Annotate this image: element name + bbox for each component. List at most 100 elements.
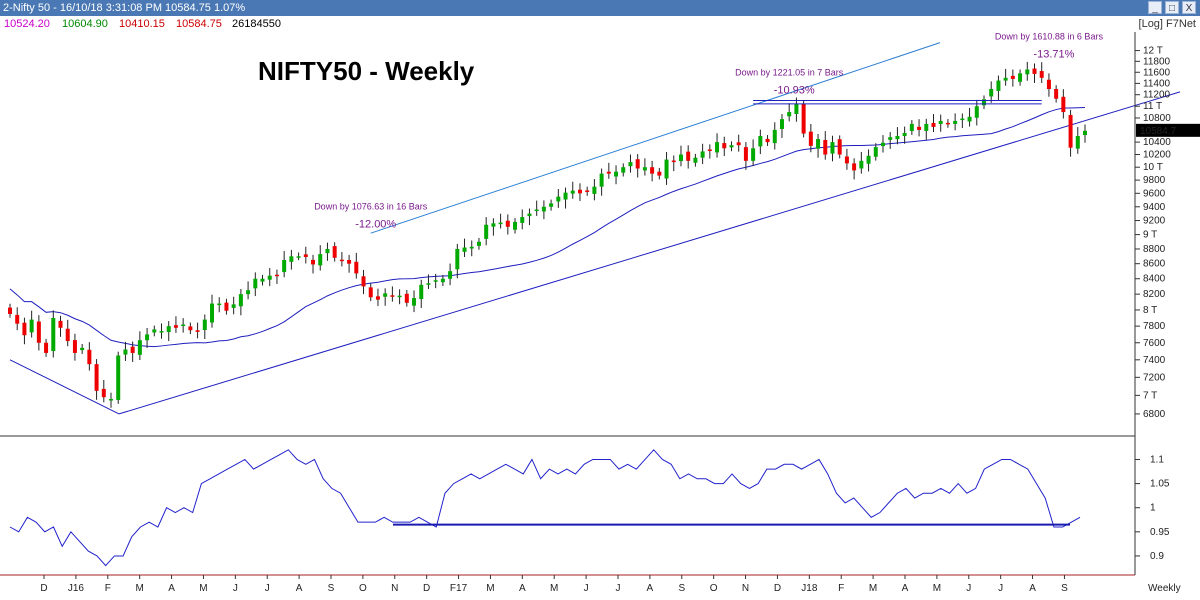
x-tick-label: D [40,583,47,594]
candle [397,289,402,305]
candle-body-up [830,142,835,154]
x-tick-label: A [296,583,303,594]
x-tick-label: D [774,583,781,594]
candle-body-down [130,346,135,353]
drawdown-percent: -13.71% [1033,49,1074,61]
indicator-tick-label: 1.05 [1150,479,1170,490]
candle-body-down [375,296,380,300]
price-tick-label: 7600 [1143,338,1166,349]
candle [909,120,914,135]
price-tick-label: 6800 [1143,409,1166,420]
candle-body-up [426,283,431,285]
candle-body-up [888,137,893,140]
candle-body-down [390,295,395,297]
candle [1032,63,1037,83]
candle-body-down [837,139,842,155]
maximize-button[interactable]: □ [1165,1,1179,14]
candle-body-down [36,321,41,343]
candle-body-up [1025,69,1030,75]
candle [145,328,150,348]
candle-body-up [549,203,554,207]
candle [152,325,157,337]
candle-body-up [469,246,474,249]
candle-body-up [383,293,388,297]
x-tick-label: A [647,583,654,594]
window-title: 2-Nifty 50 - 16/10/18 3:31:08 PM 10584.7… [3,2,246,14]
candle-body-up [1003,77,1008,81]
candle-body-up [614,171,619,177]
candle [873,143,878,161]
x-tick-label: A [519,583,526,594]
candle [823,131,828,160]
candle-body-up [29,319,34,333]
minimize-button[interactable]: _ [1148,1,1162,14]
candle [123,341,128,361]
candle-body-down [765,138,770,143]
candle [707,144,712,159]
candle-body-down [354,261,359,274]
x-tick-label: O [359,583,367,594]
price-tick-label: 8400 [1143,274,1166,285]
candle [433,273,438,289]
candle-body-up [715,142,720,153]
candle-body-down [801,103,806,134]
candle-body-down [707,149,712,151]
price-tick-label: 11400 [1143,78,1171,89]
candle-body-down [844,156,849,164]
price-tick-label: 8 T [1143,305,1157,316]
candle [354,252,359,279]
close-button[interactable]: X [1182,1,1196,14]
price-tick-label: 9800 [1143,175,1166,186]
candle-body-down [686,151,691,161]
candle-body-up [152,329,157,333]
candle [794,97,799,122]
candle-body-down [743,147,748,161]
candle [917,119,922,137]
candle-body-up [181,324,186,327]
candle-body-down [339,259,344,262]
candle [1025,61,1030,81]
trendline-support [118,91,1181,415]
x-tick-label: M [869,583,877,594]
candle [426,274,431,290]
candle [383,288,388,306]
candle-body-up [109,399,114,401]
candle-body-up [758,135,763,147]
chart-title: NIFTY50 - Weekly [258,56,475,86]
candle [722,136,727,157]
candle [808,124,813,153]
candle [22,317,27,345]
candle [592,179,597,201]
candle-body-up [419,284,424,300]
drawdown-annotation: Down by 1076.63 in 16 Bars [314,202,428,212]
candle-body-up [751,148,756,161]
moving-average-line [9,107,1086,348]
chart-flags[interactable]: [Log] F7Net [1138,18,1196,30]
candle-body-up [520,217,525,223]
candle [339,252,344,267]
candle [498,213,503,229]
candle [1054,85,1059,103]
candle [137,331,142,360]
candle [1046,73,1051,97]
candle-body-down [173,325,178,328]
candle-body-up [1075,135,1080,149]
price-tick-label: 9200 [1143,216,1166,227]
candle-body-up [974,106,979,118]
candle [311,254,316,274]
candle [36,315,41,351]
candle [678,145,683,167]
x-tick-label: D [423,583,430,594]
candle [210,294,215,328]
candle-body-up [296,256,301,258]
candle [274,269,279,284]
candle-body-up [967,116,972,122]
candle [296,252,301,261]
price-tick-label: 7 T [1143,390,1157,401]
x-tick-label: S [678,583,685,594]
candle [1061,89,1066,119]
candle [505,214,510,235]
price-tick-label: 10800 [1143,113,1171,124]
quote-close: 10584.75 [176,18,222,30]
